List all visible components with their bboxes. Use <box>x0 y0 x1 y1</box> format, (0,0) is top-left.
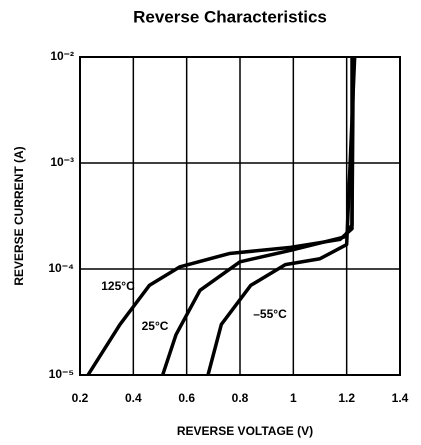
x-tick-label: 0.2 <box>72 391 89 405</box>
y-tick-label: 10⁻² <box>50 49 74 63</box>
y-tick-label: 10⁻⁵ <box>49 367 74 381</box>
curve-label: 125°C <box>101 279 135 293</box>
curve <box>161 56 356 376</box>
curve-label: 25°C <box>142 319 169 333</box>
x-tick-label: 0.4 <box>125 391 142 405</box>
y-axis-label: REVERSE CURRENT (A) <box>12 146 26 285</box>
x-tick-label: 0.8 <box>232 391 249 405</box>
curve-label: –55°C <box>253 307 287 321</box>
y-tick-label: 10⁻³ <box>50 155 74 169</box>
x-tick-label: 1.4 <box>392 391 409 405</box>
x-tick-label: 1.2 <box>338 391 355 405</box>
x-tick-label: 0.6 <box>178 391 195 405</box>
curve <box>206 56 357 376</box>
x-tick-label: 1 <box>290 391 297 405</box>
x-axis-label: REVERSE VOLTAGE (V) <box>177 424 313 438</box>
y-tick-label: 10⁻⁴ <box>48 261 74 275</box>
chart-title: Reverse Characteristics <box>133 7 327 26</box>
